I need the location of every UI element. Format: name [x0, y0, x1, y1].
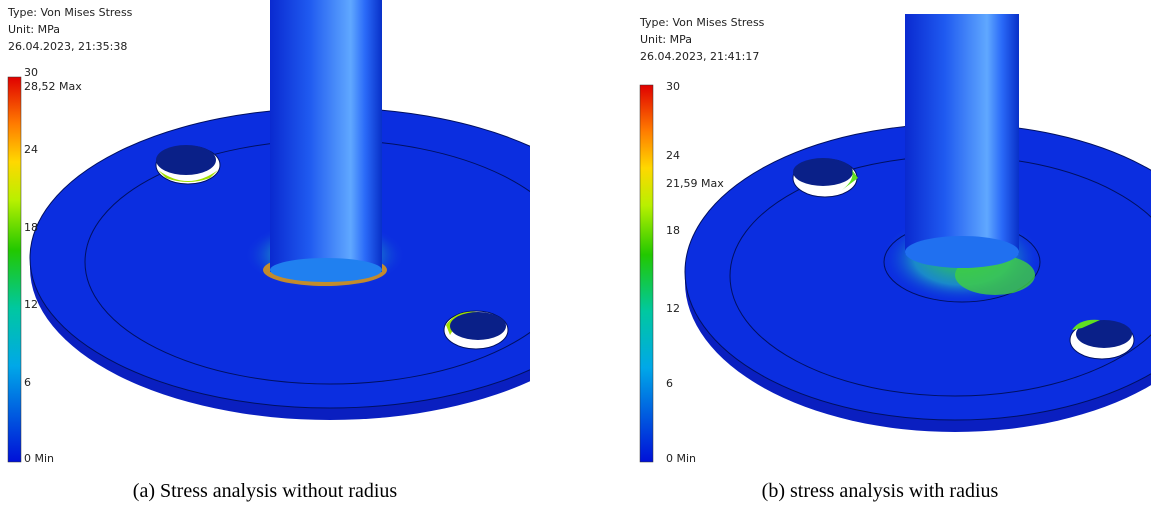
legend-tick: 6 [666, 377, 673, 390]
legend-tick: 12 [24, 298, 38, 311]
colorbar [8, 77, 21, 462]
legend-tick: 30 [24, 66, 38, 79]
legend-tick: 12 [666, 302, 680, 315]
legend-tick: 18 [24, 221, 38, 234]
header-unit: Unit: MPa [640, 33, 692, 46]
caption: (b) stress analysis with radius [762, 480, 999, 502]
render-b [685, 14, 1151, 432]
header-type: Type: Von Mises Stress [639, 16, 765, 29]
legend-tick: 6 [24, 376, 31, 389]
header-unit: Unit: MPa [8, 23, 60, 36]
figure: Type: Von Mises Stress Unit: MPa 26.04.2… [0, 0, 1151, 513]
legend-max: 21,59 Max [666, 177, 724, 190]
legend-min: 0 Min [24, 452, 54, 465]
legend-min: 0 Min [666, 452, 696, 465]
header-type: Type: Von Mises Stress [7, 6, 133, 19]
colorbar [640, 85, 653, 462]
legend-max: 28,52 Max [24, 80, 82, 93]
header-timestamp: 26.04.2023, 21:35:38 [8, 40, 127, 53]
header-timestamp: 26.04.2023, 21:41:17 [640, 50, 759, 63]
legend-tick: 24 [666, 149, 680, 162]
legend-tick: 30 [666, 80, 680, 93]
legend-tick: 24 [24, 143, 38, 156]
legend-tick: 18 [666, 224, 680, 237]
caption: (a) Stress analysis without radius [133, 480, 398, 502]
render-a [30, 0, 630, 420]
